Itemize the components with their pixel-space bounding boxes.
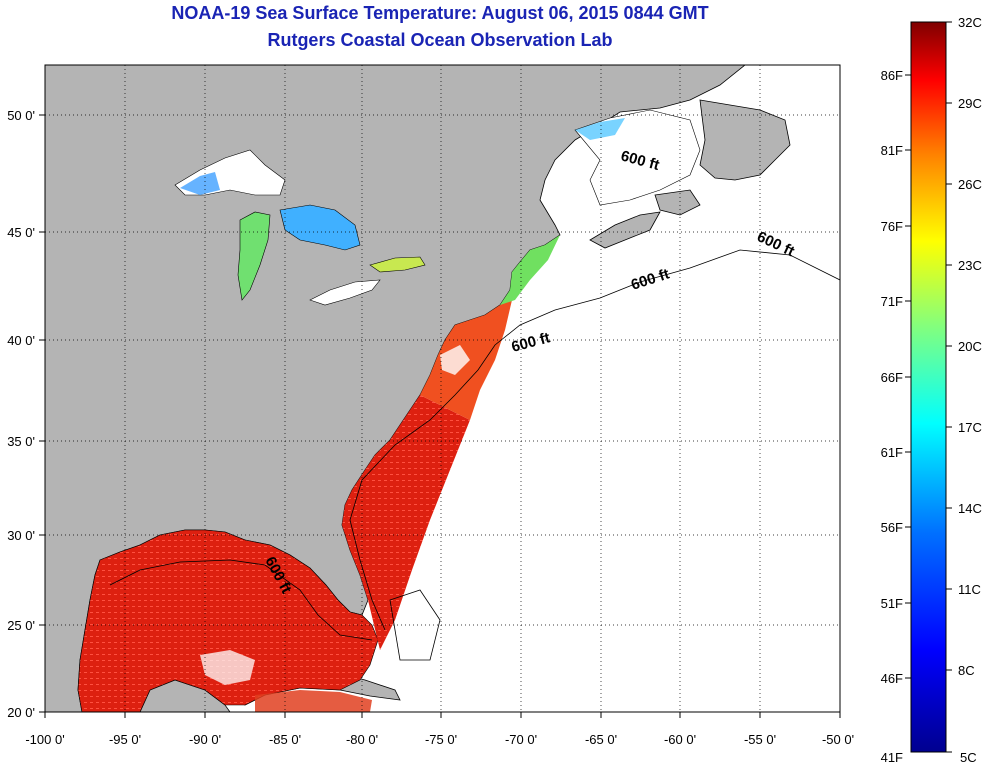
colorbar-fahrenheit-label: 61F [881, 445, 903, 460]
colorbar-fahrenheit-label: 46F [881, 671, 903, 686]
lon-label: -65 0' [585, 732, 617, 747]
lake-huron [279, 204, 361, 251]
map-subtitle: Rutgers Coastal Ocean Observation Lab [267, 30, 613, 50]
colorbar-fahrenheit-label: 86F [881, 68, 903, 83]
map-title: NOAA-19 Sea Surface Temperature: August … [171, 3, 709, 23]
lon-label: -50 0' [822, 732, 854, 747]
colorbar-fahrenheit-label: 41F [881, 750, 903, 765]
map-border [44, 64, 841, 713]
isobath-600ft-gulf [109, 559, 373, 641]
colorbar-celsius-label: 29C [958, 96, 982, 111]
lon-label: -60 0' [664, 732, 696, 747]
gulf-of-mexico-sst [77, 529, 379, 712]
lake-ontario [369, 256, 426, 273]
graticule [45, 65, 840, 712]
axis-ticks [39, 114, 841, 718]
land-cape-breton [654, 189, 701, 216]
lat-label: 45 0' [7, 225, 35, 240]
lat-label: 20 0' [7, 705, 35, 720]
colorbar-celsius-label: 17C [958, 420, 982, 435]
colorbar-celsius-label: 23C [958, 258, 982, 273]
colorbar-celsius-label: 20C [958, 339, 982, 354]
gulf-of-maine-sst [500, 235, 560, 305]
colorbar-celsius-label: 26C [958, 177, 982, 192]
lake-superior-sst [180, 172, 220, 195]
colorbar-celsius-label: 8C [958, 663, 975, 678]
isobath-600ft-bahamas [389, 589, 441, 661]
colorbar-celsius-label: 11C [958, 582, 981, 597]
lon-label: -80 0' [346, 732, 378, 747]
lon-label: -55 0' [744, 732, 776, 747]
colorbar-fahrenheit-label: 81F [881, 143, 903, 158]
lon-label: -85 0' [269, 732, 301, 747]
colorbar-fahrenheit-label: 51F [881, 596, 903, 611]
colorbar-celsius-label: 32C [958, 15, 982, 30]
colorbar-fahrenheit-label: 66F [881, 370, 903, 385]
lon-label: -70 0' [505, 732, 537, 747]
land-nova-scotia [589, 211, 661, 249]
lake-erie [309, 279, 381, 306]
gulf-cloud-patch [200, 650, 255, 685]
lat-label: 40 0' [7, 333, 35, 348]
colorbar-fahrenheit-label: 76F [881, 219, 903, 234]
colorbar-celsius-label: 14C [958, 501, 982, 516]
lake-michigan [237, 211, 271, 301]
colorbar-ticks [905, 21, 952, 753]
lat-label: 35 0' [7, 434, 35, 449]
lon-label: -100 0' [25, 732, 64, 747]
colorbar [910, 21, 947, 753]
colorbar-celsius-label: 5C [960, 750, 977, 765]
atlantic-swath-red [342, 395, 470, 650]
lat-label: 30 0' [7, 528, 35, 543]
lat-label: 50 0' [7, 108, 35, 123]
isobath-600ft [349, 249, 840, 631]
lon-label: -95 0' [109, 732, 141, 747]
st-lawrence-sst [575, 118, 625, 140]
colorbar-fahrenheit-label: 56F [881, 520, 903, 535]
lon-label: -90 0' [189, 732, 221, 747]
atlantic-swath-cloud [440, 345, 470, 375]
lon-label: -75 0' [425, 732, 457, 747]
land-newfoundland [699, 99, 791, 181]
colorbar-fahrenheit-label: 71F [881, 294, 903, 309]
lat-label: 25 0' [7, 618, 35, 633]
caribbean-sst [255, 690, 372, 712]
